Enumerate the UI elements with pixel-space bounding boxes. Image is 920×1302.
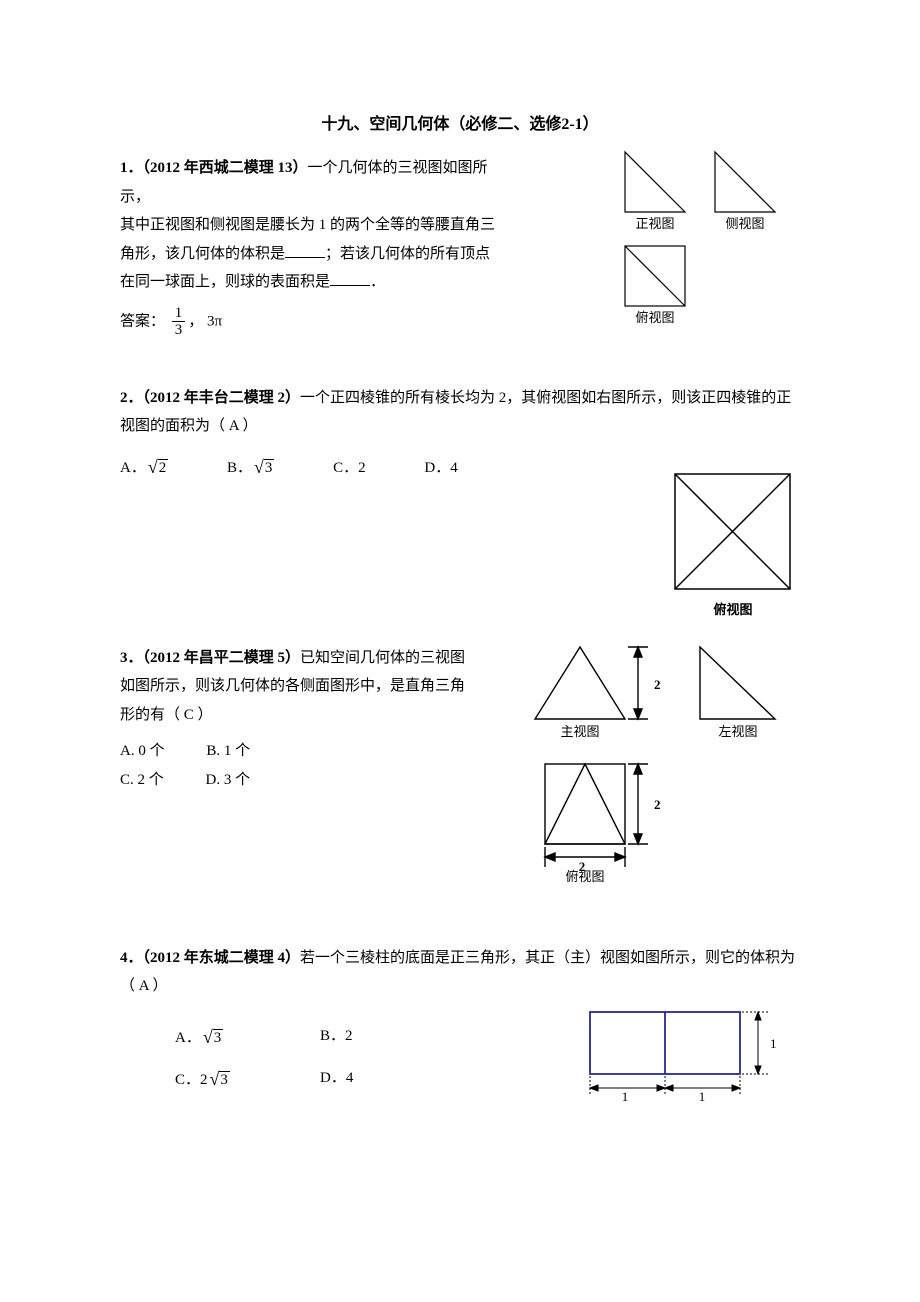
option-b: B. 1 个 bbox=[206, 737, 250, 766]
option-d: D．4 bbox=[424, 454, 457, 483]
option-d: D. 3 个 bbox=[206, 766, 251, 795]
prism-front-view-icon: 1 1 1 bbox=[580, 1002, 800, 1102]
question-1: 1．（2012 年西城二模理 13）一个几何体的三视图如图所示， 其中正视图和侧… bbox=[120, 154, 800, 339]
q1-figures: 正视图 侧视图 俯视图 bbox=[610, 144, 800, 329]
q1-line: 其中正视图和侧视图是腰长为 1 的两个全等的等腰直角三角形，该几何体的体积是；若… bbox=[120, 211, 500, 297]
q2-figure: 俯视图 bbox=[665, 469, 800, 619]
svg-text:1: 1 bbox=[770, 1036, 777, 1051]
svg-text:2: 2 bbox=[654, 677, 661, 692]
top-view-icon: 俯视图 bbox=[665, 469, 800, 619]
q3-options-row2: C. 2 个 D. 3 个 bbox=[120, 766, 470, 795]
svg-text:俯视图: 俯视图 bbox=[635, 310, 674, 325]
svg-text:俯视图: 俯视图 bbox=[713, 602, 752, 617]
svg-text:侧视图: 侧视图 bbox=[725, 216, 764, 231]
option-b: B．3 bbox=[227, 449, 274, 483]
question-2: 2．（2012 年丰台二模理 2）一个正四棱锥的所有棱长均为 2，其俯视图如右图… bbox=[120, 384, 800, 599]
option-a: A. 0 个 bbox=[120, 737, 165, 766]
q3-figures: 主视图 左视图 俯视图 2 2 2 bbox=[520, 639, 800, 889]
svg-text:2: 2 bbox=[579, 859, 586, 874]
svg-text:左视图: 左视图 bbox=[718, 724, 757, 739]
option-a: A．2 bbox=[120, 449, 168, 483]
q1-heading: 1．（2012 年西城二模理 13） bbox=[120, 160, 308, 176]
q1-line: 1．（2012 年西城二模理 13）一个几何体的三视图如图所示， bbox=[120, 154, 500, 211]
option-c: C．2 bbox=[333, 454, 366, 483]
q1-answer: 答案： 1 3 ， 3π bbox=[120, 305, 500, 339]
three-views-q3-icon: 主视图 左视图 俯视图 2 2 2 bbox=[520, 639, 800, 889]
q3-text: 3．（2012 年昌平二模理 5）已知空间几何体的三视图如图所示，则该几何体的各… bbox=[120, 644, 470, 730]
page-title: 十九、空间几何体（必修二、选修2-1） bbox=[120, 110, 800, 140]
question-4: 4．（2012 年东城二模理 4）若一个三棱柱的底面是正三角形，其正（主）视图如… bbox=[120, 944, 800, 1095]
svg-text:正视图: 正视图 bbox=[635, 216, 674, 231]
q4-text: 4．（2012 年东城二模理 4）若一个三棱柱的底面是正三角形，其正（主）视图如… bbox=[120, 944, 800, 1001]
svg-text:1: 1 bbox=[699, 1089, 706, 1102]
fraction-icon: 1 3 bbox=[172, 305, 186, 339]
q3-options-row1: A. 0 个 B. 1 个 bbox=[120, 737, 470, 766]
option-c: C．23 bbox=[120, 1061, 320, 1095]
option-b: B．2 bbox=[320, 1022, 450, 1051]
q4-figure: 1 1 1 bbox=[580, 1002, 800, 1102]
option-d: D．4 bbox=[320, 1064, 450, 1093]
three-views-icon: 正视图 侧视图 俯视图 bbox=[610, 144, 800, 329]
blank bbox=[330, 273, 370, 287]
q4-heading: 4．（2012 年东城二模理 4） bbox=[120, 950, 300, 966]
svg-text:主视图: 主视图 bbox=[560, 724, 599, 739]
q3-heading: 3．（2012 年昌平二模理 5） bbox=[120, 650, 300, 666]
svg-text:2: 2 bbox=[654, 797, 661, 812]
option-a: A．3 bbox=[120, 1019, 320, 1053]
q2-text: 2．（2012 年丰台二模理 2）一个正四棱锥的所有棱长均为 2，其俯视图如右图… bbox=[120, 384, 800, 441]
question-3: 3．（2012 年昌平二模理 5）已知空间几何体的三视图如图所示，则该几何体的各… bbox=[120, 644, 800, 899]
q2-heading: 2．（2012 年丰台二模理 2） bbox=[120, 390, 300, 406]
blank bbox=[285, 244, 325, 258]
option-c: C. 2 个 bbox=[120, 766, 164, 795]
svg-text:1: 1 bbox=[622, 1089, 629, 1102]
